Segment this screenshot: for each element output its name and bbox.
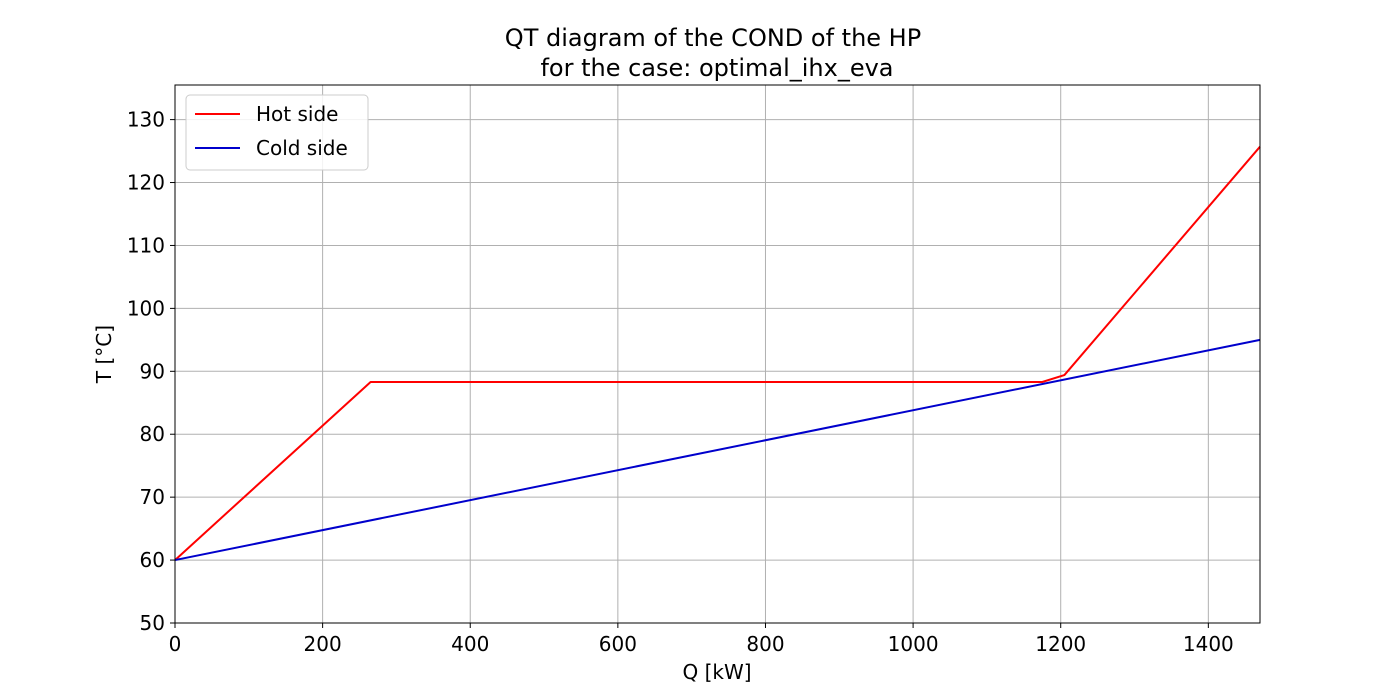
series-line-cold-side — [174, 338, 1261, 562]
x-tick-label: 200 — [304, 632, 342, 656]
x-tick-label: 600 — [599, 632, 637, 656]
y-tick-label: 50 — [140, 611, 165, 635]
y-tick-label: 110 — [127, 233, 165, 257]
x-tick-label: 800 — [746, 632, 784, 656]
x-tick-label: 1400 — [1183, 632, 1234, 656]
axes-frame — [174, 84, 1261, 624]
chart-subtitle: for the case: optimal_ihx_eva — [540, 54, 893, 82]
y-tick-label: 70 — [140, 485, 165, 509]
series-line-hot-side — [174, 146, 1261, 561]
x-tick-label: 0 — [169, 632, 182, 656]
y-tick-label: 130 — [127, 108, 165, 132]
axis-ticks: 0 200 400 600 800 1000 1200 1400 50 60 70 80 90 100 11… — [127, 108, 1234, 656]
legend-label-hot-side: Hot side — [256, 102, 338, 126]
chart-title: QT diagram of the COND of the HP — [505, 24, 921, 52]
y-tick-label: 80 — [140, 422, 165, 446]
x-tick-label: 1000 — [888, 632, 939, 656]
x-tick-label: 400 — [451, 632, 489, 656]
x-tick-label: 1200 — [1035, 632, 1086, 656]
legend: Hot side Cold side — [185, 94, 369, 171]
x-axis-label: Q [kW] — [682, 660, 751, 684]
y-axis-label: T [°C] — [92, 325, 116, 384]
y-tick-label: 60 — [140, 548, 165, 572]
legend-label-cold-side: Cold side — [256, 136, 348, 160]
series-lines — [174, 146, 1261, 562]
y-tick-label: 100 — [127, 296, 165, 320]
y-tick-label: 90 — [140, 359, 165, 383]
y-tick-label: 120 — [127, 171, 165, 195]
